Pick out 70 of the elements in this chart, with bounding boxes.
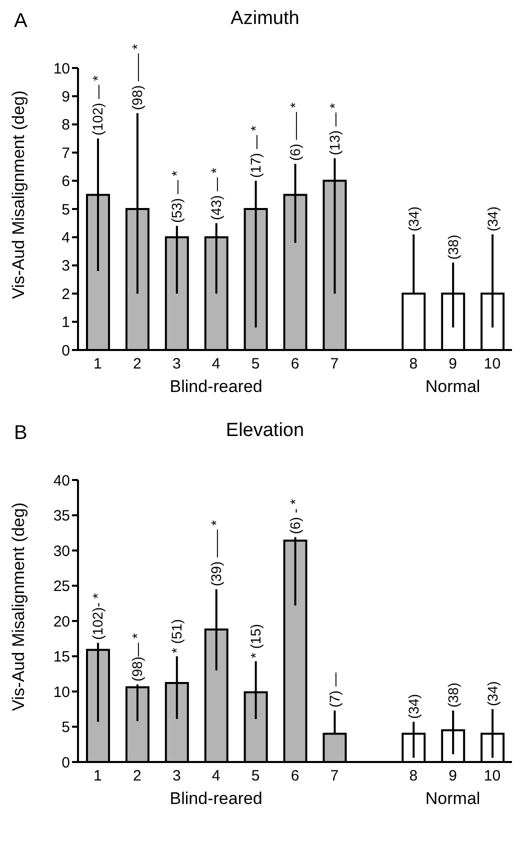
y-tick-label: 15 <box>53 648 70 666</box>
x-tick-label: 7 <box>330 356 339 373</box>
x-tick-label: 10 <box>484 768 501 785</box>
annotation: (34) <box>484 681 500 706</box>
x-tick-label: 9 <box>448 768 457 785</box>
y-tick-label: 8 <box>62 116 70 134</box>
annotation: * (51) <box>168 619 185 654</box>
y-tick-label: 4 <box>62 230 70 247</box>
annotation: (6) —— * <box>287 102 303 161</box>
y-tick-label: 10 <box>53 60 70 78</box>
annotation: (7) — <box>326 672 342 708</box>
x-tick-label: 3 <box>172 768 181 785</box>
y-tick-label: 7 <box>62 144 70 162</box>
y-tick-label: 5 <box>62 201 70 218</box>
x-tick-label: 7 <box>330 768 339 785</box>
x-tick-label: 2 <box>133 356 142 373</box>
x-tick-label: 10 <box>484 356 501 373</box>
x-tick-label: 5 <box>251 356 260 373</box>
y-tick-label: 25 <box>53 578 70 596</box>
annotation: (43) — * <box>208 167 224 220</box>
annotation: (98)— * <box>129 632 146 682</box>
y-tick-label: 20 <box>53 613 70 630</box>
x-tick-label: 2 <box>133 768 142 785</box>
x-tick-label: 1 <box>94 768 102 785</box>
y-tick-label: 35 <box>53 508 70 525</box>
text: B <box>14 422 28 445</box>
annotation: (98) —— * <box>129 43 146 110</box>
y-tick-label: 10 <box>53 684 70 701</box>
chart-title: Elevation <box>226 420 304 441</box>
annotation: (53) — * <box>168 170 185 223</box>
y-tick-label: 1 <box>62 314 70 332</box>
annotation: (102)- * <box>90 592 106 640</box>
annotation: (6) - * <box>287 498 303 534</box>
text: Blind-reared <box>170 377 262 396</box>
annotation: (34) <box>484 206 500 232</box>
y-tick-label: 30 <box>53 542 70 560</box>
text: Normal <box>425 789 480 808</box>
y-axis-title: Vis-Aud Misalignment (deg) <box>9 90 28 299</box>
annotation: * (15) <box>248 624 264 658</box>
y-tick-label: 0 <box>62 342 70 360</box>
annotation: (38) <box>444 234 461 260</box>
annotation: (34) <box>405 694 422 719</box>
y-tick-label: 5 <box>62 719 70 736</box>
x-tick-label: 4 <box>212 356 220 373</box>
y-tick-label: 9 <box>62 88 70 106</box>
chart-title: Azimuth <box>230 8 300 29</box>
y-tick-label: 0 <box>62 754 70 772</box>
y-tick-label: 2 <box>62 286 70 303</box>
x-tick-label: 8 <box>409 356 418 373</box>
x-tick-label: 3 <box>172 356 181 373</box>
text: Blind-reared <box>170 789 262 808</box>
x-tick-label: 1 <box>94 356 102 373</box>
text: Normal <box>425 377 480 396</box>
annotation: (102) — * <box>90 75 106 136</box>
x-tick-label: 6 <box>290 768 300 785</box>
x-tick-label: 6 <box>290 356 300 373</box>
text: A <box>14 10 28 33</box>
x-tick-label: 5 <box>251 768 260 785</box>
annotation: (38) <box>444 682 461 708</box>
x-tick-label: 8 <box>409 768 418 785</box>
x-tick-label: 9 <box>448 356 457 373</box>
y-axis-title: Vis-Aud Misalignment (deg) <box>9 502 28 711</box>
annotation: (39) —— * <box>208 520 224 586</box>
annotation: (13) — * <box>326 102 342 156</box>
annotation: (17) — * <box>248 125 264 178</box>
x-tick-label: 4 <box>212 768 220 785</box>
y-tick-label: 6 <box>62 173 70 190</box>
y-tick-label: 3 <box>62 258 70 275</box>
y-tick-label: 40 <box>53 472 70 490</box>
annotation: (34) <box>405 206 422 232</box>
